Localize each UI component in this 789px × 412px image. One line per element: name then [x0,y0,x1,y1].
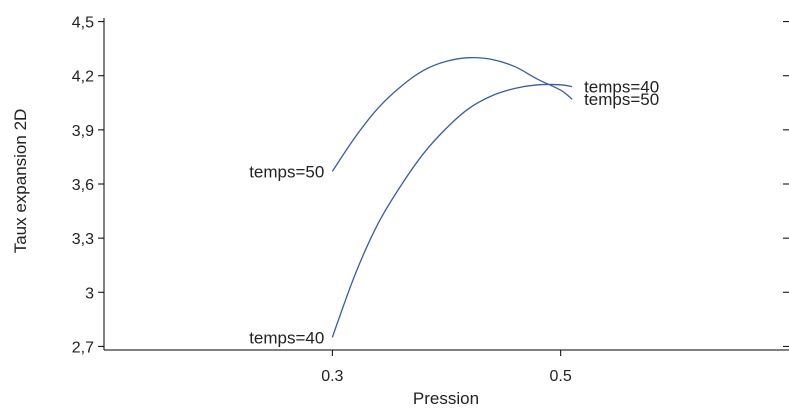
plot-frame [103,18,789,351]
x-axis-title: Pression [413,389,479,408]
x-tick-label: 0.5 [550,368,572,385]
y-axis-ticks: 2,7 3 3,3 3,6 3,9 4,2 4,5 [72,15,789,356]
series-label: temps=40 [584,78,659,97]
series-line-temps-50 [331,56,573,172]
y-tick-label: 4,5 [72,15,94,32]
y-axis-title: Taux expansion 2D [11,109,30,254]
y-tick-label: 3,9 [72,123,94,140]
series-label: temps=50 [249,162,324,181]
y-tick-label: 3,6 [72,177,94,194]
y-tick-label: 4,2 [72,69,94,86]
series-line-temps-40 [331,83,573,338]
series-label: temps=50 [584,90,659,109]
y-tick-label: 3,3 [72,231,94,248]
series-label: temps=40 [249,328,324,347]
x-axis-ticks: 0.3 0.5 [321,350,572,385]
series-layer [331,56,573,338]
x-tick-label: 0.3 [321,368,343,385]
y-tick-label: 2,7 [72,339,94,356]
y-tick-label: 3 [85,285,94,302]
